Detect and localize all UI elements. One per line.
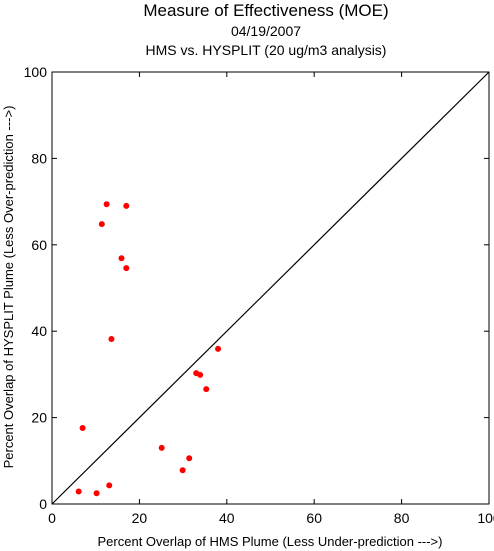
x-axis-label: Percent Overlap of HMS Plume (Less Under… (98, 534, 443, 549)
plot-area-frame (51, 71, 490, 505)
data-point (79, 424, 86, 431)
data-point (106, 482, 113, 489)
x-tick-label: 40 (219, 510, 235, 526)
data-point (215, 345, 222, 352)
data-point (123, 202, 130, 209)
data-point (158, 444, 165, 451)
y-tick-label: 40 (31, 323, 47, 339)
data-point (98, 221, 105, 228)
x-tick-label: 80 (394, 510, 410, 526)
data-point (186, 455, 193, 462)
x-tick-label: 100 (477, 510, 494, 526)
x-tick-label: 0 (48, 510, 56, 526)
x-tick-label: 60 (306, 510, 322, 526)
data-point (179, 467, 186, 474)
y-tick-label: 80 (31, 150, 47, 166)
chart-subtitle-date: 04/19/2007 (231, 23, 301, 39)
y-tick-label: 60 (31, 237, 47, 253)
one-to-one-reference-line (51, 71, 490, 505)
y-tick-label: 100 (24, 64, 48, 80)
data-point (103, 201, 110, 208)
data-point (108, 335, 115, 342)
data-point (123, 265, 130, 272)
chart-title: Measure of Effectiveness (MOE) (143, 1, 388, 20)
y-tick-label: 20 (31, 410, 47, 426)
y-tick-label: 0 (39, 496, 47, 512)
data-point (93, 490, 100, 497)
data-point (75, 488, 82, 495)
data-point (197, 371, 204, 378)
data-point (118, 255, 125, 262)
chart-subtitle-analysis: HMS vs. HYSPLIT (20 ug/m3 analysis) (146, 42, 387, 58)
x-tick-label: 20 (132, 510, 148, 526)
data-point (203, 386, 210, 393)
y-axis-label: Percent Overlap of HYSPLIT Plume (Less O… (1, 106, 16, 469)
